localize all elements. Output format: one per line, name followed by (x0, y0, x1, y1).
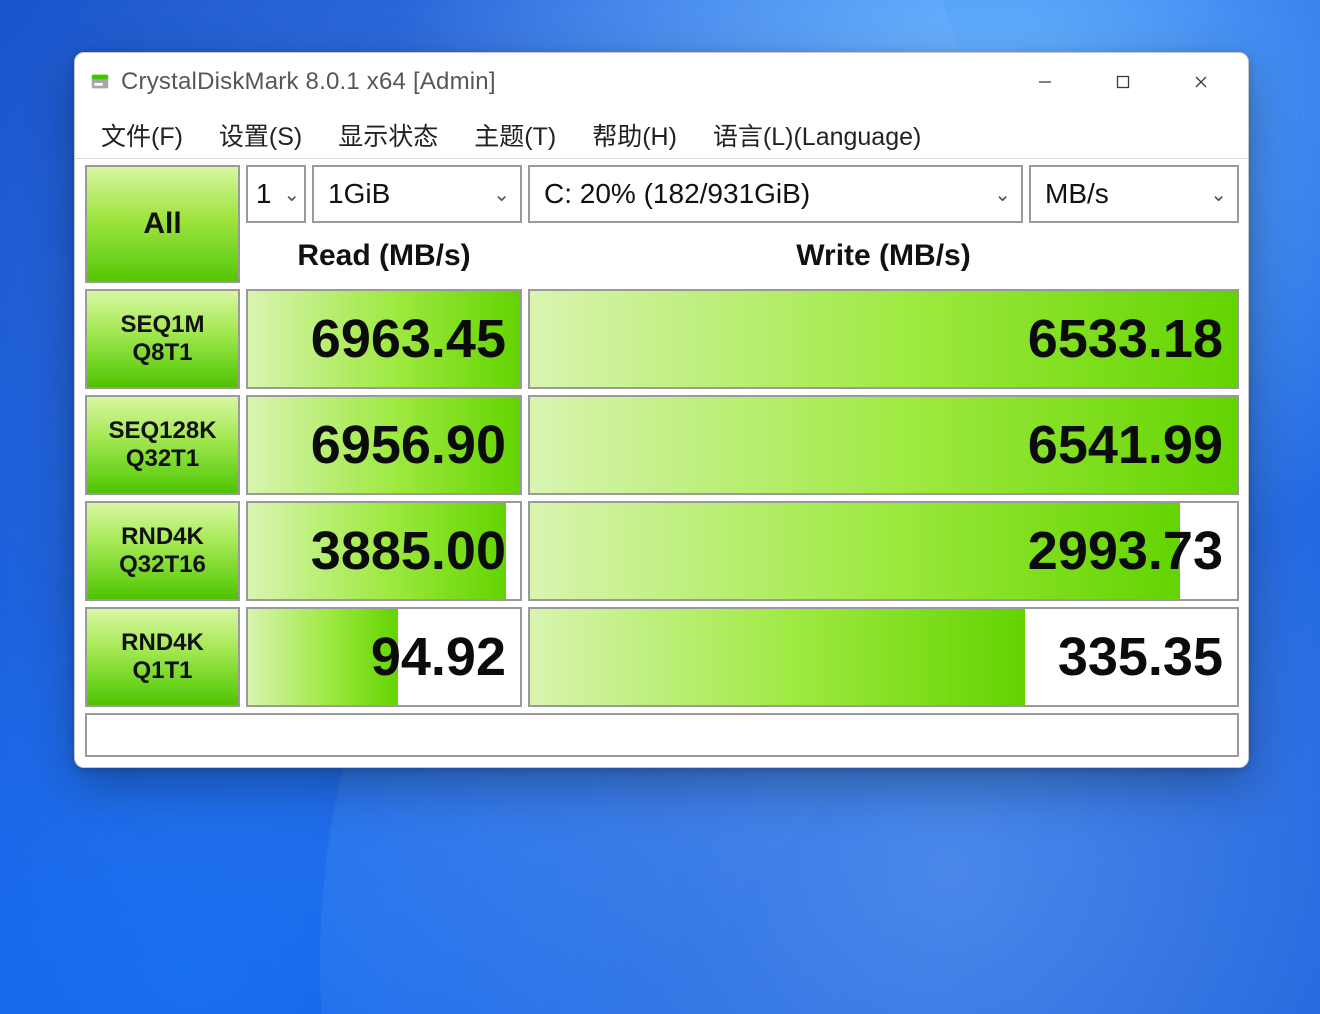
menu-help[interactable]: 帮助(H) (574, 113, 695, 157)
close-button[interactable] (1162, 57, 1240, 107)
app-window: CrystalDiskMark 8.0.1 x64 [Admin] 文件(F) … (74, 52, 1249, 768)
menu-settings[interactable]: 设置(S) (201, 113, 320, 157)
app-icon (89, 71, 111, 93)
test-button-seq1m-q8t1[interactable]: SEQ1M Q8T1 (85, 289, 240, 389)
size-value: 1GiB (328, 178, 390, 210)
result-read-0: 6963.45 (246, 289, 522, 389)
title-bar[interactable]: CrystalDiskMark 8.0.1 x64 [Admin] (75, 53, 1248, 111)
run-all-label: All (143, 207, 181, 241)
maximize-button[interactable] (1084, 57, 1162, 107)
write-column-header: Write (MB/s) (528, 229, 1239, 283)
test-button-rnd4k-q1t1[interactable]: RND4K Q1T1 (85, 607, 240, 707)
test-label-line2: Q32T1 (126, 445, 199, 473)
result-write-3: 335.35 (528, 607, 1239, 707)
read-header-label: Read (MB/s) (297, 239, 470, 273)
run-all-button[interactable]: All (85, 165, 240, 283)
test-button-rnd4k-q32t16[interactable]: RND4K Q32T16 (85, 501, 240, 601)
size-select[interactable]: 1GiB ⌄ (312, 165, 522, 223)
window-title: CrystalDiskMark 8.0.1 x64 [Admin] (121, 68, 496, 96)
read-column-header: Read (MB/s) (246, 229, 522, 283)
menu-theme[interactable]: 主题(T) (456, 113, 574, 157)
test-label-line1: RND4K (121, 629, 204, 657)
test-label-line1: RND4K (121, 523, 204, 551)
chevron-down-icon: ⌄ (493, 182, 510, 207)
test-button-seq128k-q32t1[interactable]: SEQ128K Q32T1 (85, 395, 240, 495)
result-read-2: 3885.00 (246, 501, 522, 601)
test-label-line1: SEQ128K (108, 417, 216, 445)
menu-language[interactable]: 语言(L)(Language) (695, 113, 939, 157)
result-value: 3885.00 (311, 520, 506, 582)
result-write-1: 6541.99 (528, 395, 1239, 495)
write-header-label: Write (MB/s) (796, 239, 970, 273)
result-value: 6956.90 (311, 414, 506, 476)
unit-select[interactable]: MB/s ⌄ (1029, 165, 1239, 223)
drive-select[interactable]: C: 20% (182/931GiB) ⌄ (528, 165, 1023, 223)
test-label-line2: Q1T1 (132, 657, 192, 685)
menu-bar: 文件(F) 设置(S) 显示状态 主题(T) 帮助(H) 语言(L)(Langu… (75, 111, 1248, 159)
result-value: 6963.45 (311, 308, 506, 370)
chevron-down-icon: ⌄ (283, 182, 300, 207)
test-label-line2: Q8T1 (132, 339, 192, 367)
test-label-line2: Q32T16 (119, 551, 206, 579)
menu-file[interactable]: 文件(F) (83, 113, 201, 157)
chevron-down-icon: ⌄ (994, 182, 1011, 207)
status-bar (85, 713, 1239, 757)
result-write-2: 2993.73 (528, 501, 1239, 601)
result-read-1: 6956.90 (246, 395, 522, 495)
runs-select[interactable]: 1 ⌄ (246, 165, 306, 223)
chevron-down-icon: ⌄ (1210, 182, 1227, 207)
test-label-line1: SEQ1M (120, 311, 204, 339)
runs-value: 1 (256, 178, 272, 210)
minimize-button[interactable] (1006, 57, 1084, 107)
result-value: 6533.18 (1028, 308, 1223, 370)
result-read-3: 94.92 (246, 607, 522, 707)
result-value: 2993.73 (1028, 520, 1223, 582)
result-value: 335.35 (1058, 626, 1223, 688)
result-value: 6541.99 (1028, 414, 1223, 476)
drive-value: C: 20% (182/931GiB) (544, 178, 810, 210)
result-value: 94.92 (371, 626, 506, 688)
result-bar (530, 609, 1025, 705)
result-write-0: 6533.18 (528, 289, 1239, 389)
unit-value: MB/s (1045, 178, 1109, 210)
content-area: All 1 ⌄ 1GiB ⌄ C: 20% (182/931GiB) ⌄ MB/… (75, 159, 1248, 767)
menu-status[interactable]: 显示状态 (320, 113, 456, 157)
